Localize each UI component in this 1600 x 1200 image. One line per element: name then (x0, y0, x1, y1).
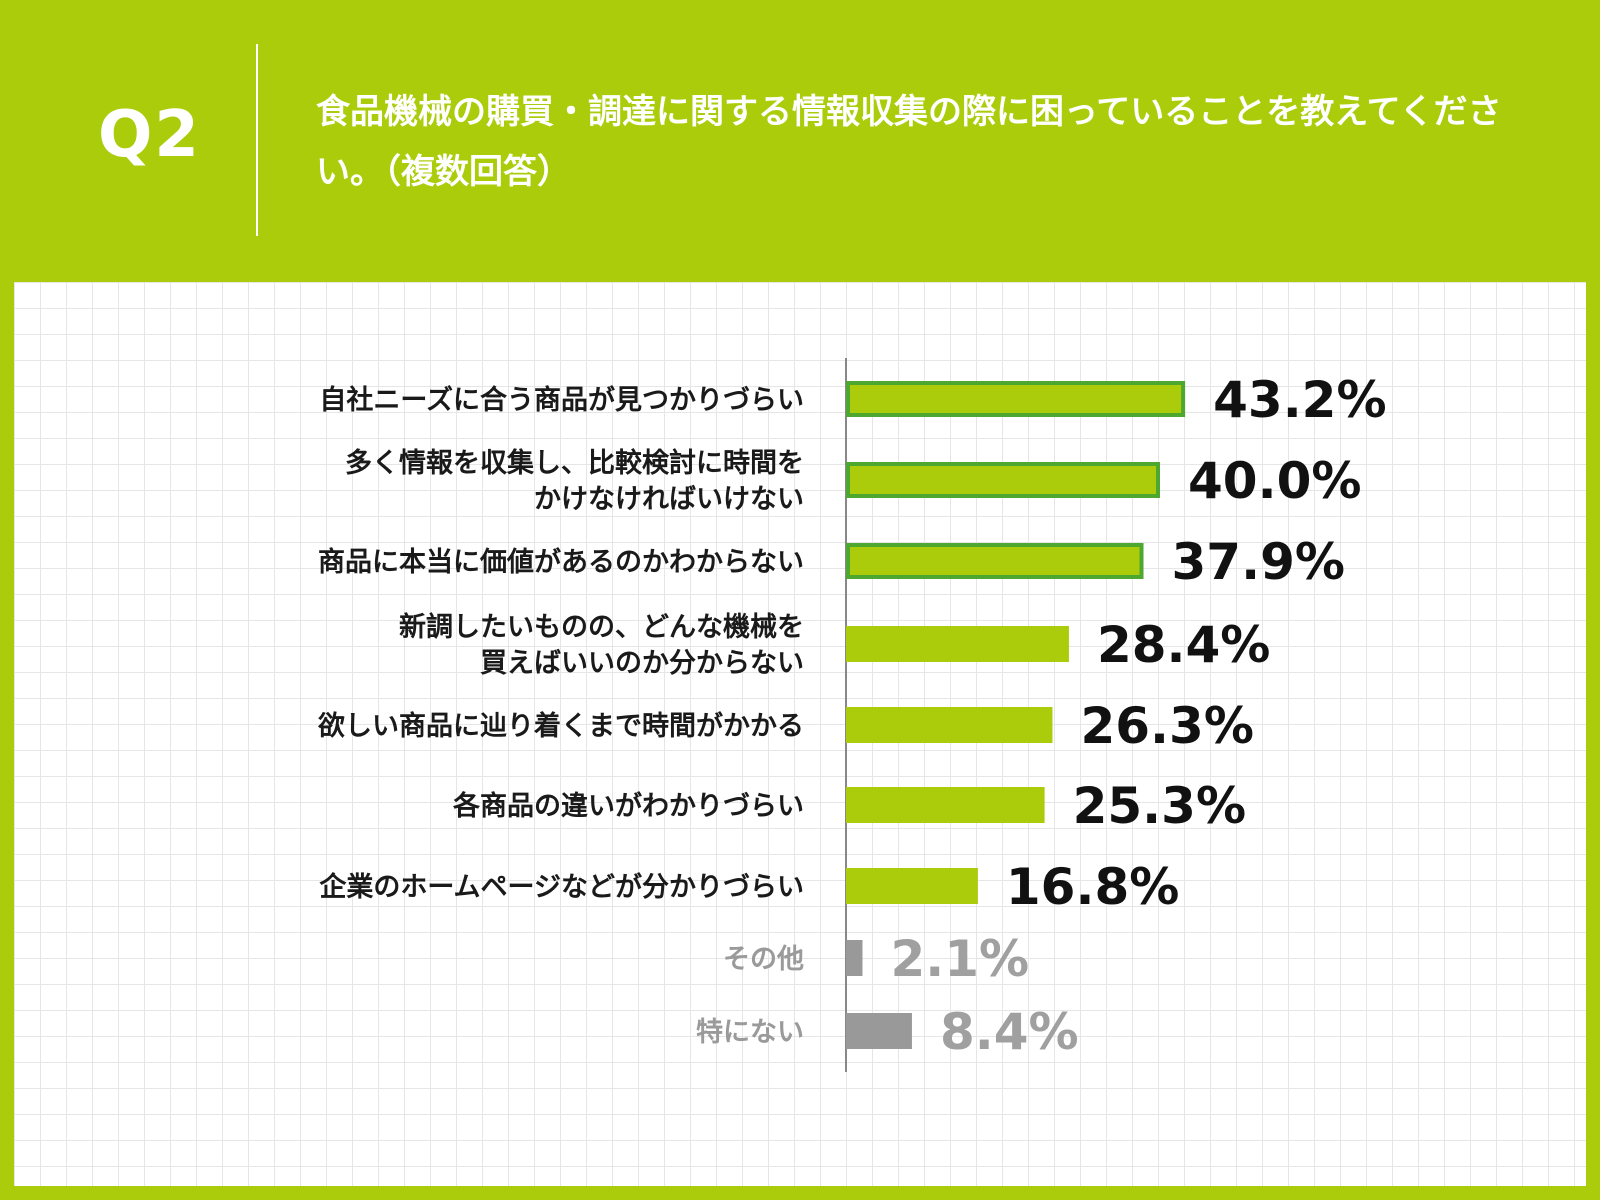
bar-6 (846, 868, 978, 904)
category-label-2: 商品に本当に価値があるのかわからない (318, 546, 804, 578)
bar-1 (846, 462, 1160, 498)
value-label-2: 37.9% (1172, 533, 1345, 591)
value-label-5: 25.3% (1073, 777, 1246, 835)
category-label-0: 自社ニーズに合う商品が見つかりづらい (319, 384, 804, 416)
bar-3 (846, 626, 1069, 662)
bar-4 (846, 707, 1053, 743)
category-label-6: 企業のホームページなどが分かりづらい (319, 871, 804, 903)
category-label-7: その他 (723, 944, 804, 975)
category-label-3-line-1: 買えばいいのか分からない (480, 648, 804, 679)
question-number: Q2 (98, 98, 201, 172)
value-label-3: 28.4% (1097, 616, 1270, 674)
bar-5 (846, 787, 1045, 823)
value-label-4: 26.3% (1080, 697, 1253, 755)
value-label-6: 16.8% (1006, 858, 1179, 916)
bar-2 (846, 543, 1144, 579)
header: Q2 食品機械の購買・調達に関する情報収集の際に困っていることを教えてください。… (0, 0, 1600, 282)
category-label-3-line-0: 新調したいものの、どんな機械を (399, 611, 804, 643)
value-label-7: 2.1% (890, 930, 1029, 988)
value-label-0: 43.2% (1213, 371, 1386, 429)
category-label-8: 特にない (696, 1017, 804, 1048)
category-label-1-line-1: かけなければいけない (534, 484, 804, 515)
value-label-1: 40.0% (1188, 452, 1361, 510)
bar-8 (846, 1013, 912, 1049)
bar-chart: 43.2% 自社ニーズに合う商品が見つかりづらい 40.0% 多く情報を収集し、比較検… (317, 358, 1387, 1072)
header-divider (256, 44, 258, 236)
bar-7 (846, 940, 863, 976)
question-text: 食品機械の購買・調達に関する情報収集の際に困っていることを教えてください。（複数… (316, 92, 1502, 192)
category-label-1-line-0: 多く情報を収集し、比較検討に時間を (345, 447, 804, 479)
value-label-8: 8.4% (940, 1003, 1079, 1061)
chart-panel: 43.2% 自社ニーズに合う商品が見つかりづらい 40.0% 多く情報を収集し、比較検… (14, 282, 1586, 1186)
category-label-4: 欲しい商品に辿り着くまで時間がかかる (317, 710, 804, 742)
category-label-5: 各商品の違いがわかりづらい (452, 790, 804, 822)
bar-0 (846, 381, 1186, 417)
